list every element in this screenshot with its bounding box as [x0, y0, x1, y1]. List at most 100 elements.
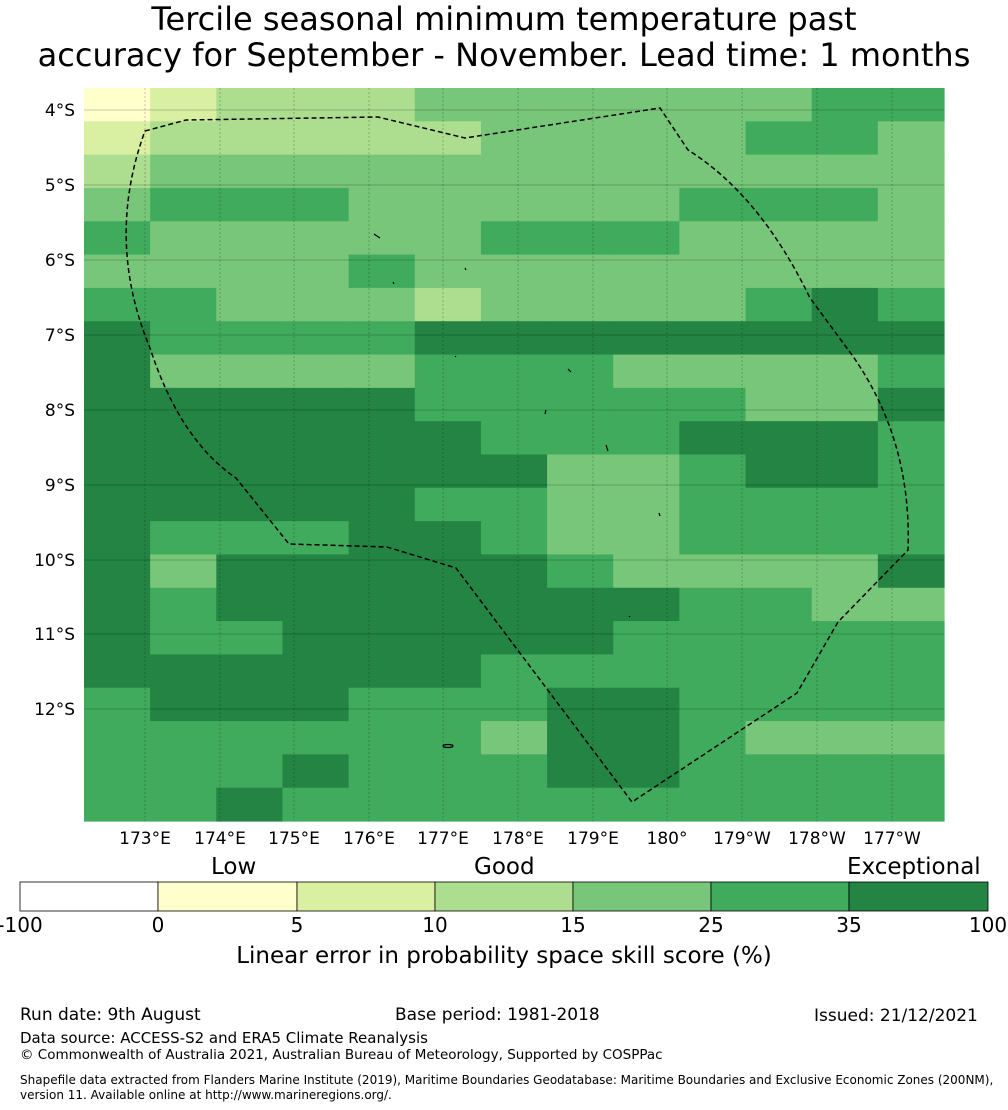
grid-cell: [348, 387, 416, 422]
grid-cell: [414, 154, 482, 189]
grid-cell: [613, 287, 680, 322]
grid-cell: [547, 387, 614, 422]
latitude-label: 12°S: [34, 700, 75, 720]
grid-cell: [613, 321, 680, 356]
grid-cell: [282, 287, 350, 322]
grid-cell: [547, 787, 614, 822]
grid-cell: [348, 487, 416, 522]
grid-cell: [348, 154, 416, 189]
grid-cell: [679, 221, 747, 256]
grid-cell: [679, 254, 747, 289]
grid-cell: [348, 287, 416, 322]
grid-cell: [84, 687, 151, 722]
longitude-label: 177°E: [417, 829, 469, 849]
grid-cell: [282, 521, 350, 556]
longitude-label: 173°E: [119, 829, 171, 849]
grid-cell: [414, 321, 482, 356]
grid-cell: [679, 554, 747, 589]
grid-cell: [216, 587, 284, 622]
island-outline: [544, 409, 547, 415]
grid-cell: [150, 787, 217, 822]
grid-cell: [877, 721, 945, 755]
grid-cell: [811, 787, 879, 822]
grid-cell: [679, 121, 747, 156]
grid-cell: [150, 754, 217, 789]
island-outline: [605, 444, 609, 452]
latitude-label: 11°S: [34, 625, 75, 645]
grid-cell: [480, 354, 548, 389]
grid-cell: [150, 554, 217, 589]
grid-cell: [414, 421, 482, 456]
colorbar-segment: [710, 881, 850, 912]
grid-cell: [679, 387, 747, 422]
grid-cell: [414, 521, 482, 556]
grid-cell: [348, 721, 416, 755]
latitude-label: 8°S: [45, 401, 75, 421]
grid-cell: [84, 321, 151, 356]
grid-cell: [216, 88, 284, 122]
grid-cell: [282, 487, 350, 522]
grid-cell: [150, 88, 217, 122]
grid-cell: [745, 787, 813, 822]
grid-cell: [811, 554, 879, 589]
grid-cell: [414, 121, 482, 156]
grid-cell: [613, 221, 680, 256]
grid-cell: [811, 354, 879, 389]
colorbar-category-exceptional: Exceptional: [847, 854, 981, 880]
map-title-line-1: Tercile seasonal minimum temperature pas…: [151, 0, 857, 38]
grid-cell: [348, 554, 416, 589]
island-outline: [658, 512, 661, 517]
grid-cell: [811, 587, 879, 622]
grid-cell: [613, 654, 680, 689]
grid-cell: [282, 554, 350, 589]
grid-cell: [613, 121, 680, 156]
longitude-label: 179°E: [567, 829, 619, 849]
latitude-labels: 4°S 5°S 6°S 7°S 8°S 9°S 10°S 11°S 12°S: [34, 101, 75, 720]
grid-cell: [745, 754, 813, 789]
island-outline: [392, 281, 395, 285]
longitude-label: 180°: [647, 829, 688, 849]
grid-cell: [547, 521, 614, 556]
grid-cell: [877, 587, 945, 622]
grid-cell: [282, 654, 350, 689]
grid-cell: [745, 354, 813, 389]
eez-boundary: [125, 107, 909, 804]
grid-cell: [811, 421, 879, 456]
grid-cell: [679, 587, 747, 622]
longitude-label: 177°W: [863, 829, 921, 849]
grid-cell: [877, 787, 945, 822]
island-outline: [442, 743, 454, 749]
grid-cell: [547, 721, 614, 755]
grid-cell: [150, 421, 217, 456]
colorbar: [19, 881, 989, 912]
copyright: © Commonwealth of Australia 2021, Austra…: [20, 1047, 663, 1063]
grid-cell: [414, 487, 482, 522]
grid-cell: [414, 654, 482, 689]
grid-cell: [282, 587, 350, 622]
grid-cell: [84, 421, 151, 456]
grid-cell: [811, 521, 879, 556]
grid-cell: [282, 221, 350, 256]
grid-cell: [150, 154, 217, 189]
grid-cell: [348, 221, 416, 256]
grid-cell: [679, 354, 747, 389]
grid-cell: [613, 721, 680, 755]
grid-cell: [216, 754, 284, 789]
colorbar-tick: 25: [698, 913, 724, 937]
grid-cell: [216, 354, 284, 389]
grid-cell: [216, 687, 284, 722]
grid-cell: [84, 554, 151, 589]
grid-cell: [480, 321, 548, 356]
grid-cell: [877, 454, 945, 489]
grid-cell: [216, 121, 284, 156]
grid-cell: [150, 354, 217, 389]
grid-cell: [282, 121, 350, 156]
grid-cell: [745, 221, 813, 256]
grid-cell: [745, 254, 813, 289]
grid-cell: [613, 554, 680, 589]
grid-cell: [679, 187, 747, 222]
grid-cell: [745, 88, 813, 122]
colorbar-title: Linear error in probability space skill …: [236, 943, 772, 969]
grid-cell: [613, 521, 680, 556]
grid-cell: [480, 121, 548, 156]
